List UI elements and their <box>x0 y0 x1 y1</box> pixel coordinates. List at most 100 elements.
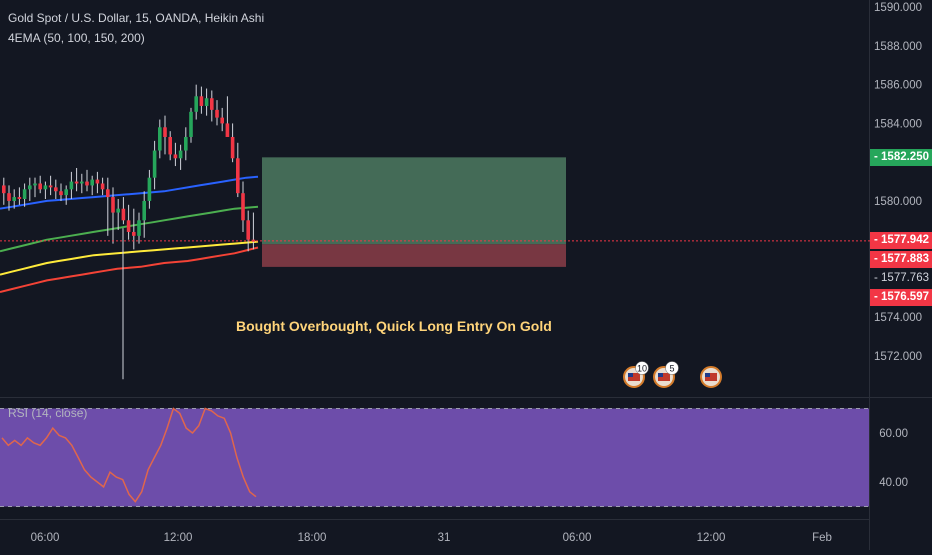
take-profit-price-tag: - 1582.250 <box>870 148 932 166</box>
candle <box>43 181 48 200</box>
candle <box>106 177 110 236</box>
symbol-title: Gold Spot / U.S. Dollar, 15, OANDA, Heik… <box>8 11 265 25</box>
candle-body <box>132 231 136 236</box>
candle <box>246 210 250 252</box>
candle-body <box>215 109 219 118</box>
candle-body <box>38 183 42 190</box>
candle-body <box>184 136 188 151</box>
candle <box>225 96 230 137</box>
candle-body <box>121 208 126 221</box>
candle-body <box>225 123 230 137</box>
candle <box>7 185 11 211</box>
candle-body <box>22 189 27 200</box>
ema-200-line <box>0 246 259 293</box>
last-price-tag: - 1577.942 <box>870 232 932 250</box>
flag-canton <box>628 373 633 377</box>
rsi-line <box>1 407 257 503</box>
price-axis-tick: 1580.000 <box>874 196 922 208</box>
candle <box>236 142 240 198</box>
flag-stripes <box>658 373 670 381</box>
candle-body <box>210 98 214 110</box>
time-axis-tick: Feb <box>812 532 832 544</box>
indicator-legend: 4EMA (50, 100, 150, 200) <box>8 31 145 45</box>
candle-body <box>116 208 120 213</box>
candles <box>2 84 256 380</box>
candle-body <box>17 197 22 200</box>
rsi-axis-tick: 40.00 <box>879 477 908 489</box>
entry-price-tag: - 1577.763 <box>870 270 932 288</box>
candle-body <box>2 185 6 194</box>
candle-body <box>69 181 74 190</box>
candle-body <box>173 154 178 159</box>
us-flag-event-icon[interactable] <box>700 366 722 388</box>
flag-stripes <box>628 373 640 381</box>
time-axis-tick: 18:00 <box>298 532 327 544</box>
candle-body <box>80 181 84 184</box>
time-axis-tick: 12:00 <box>164 532 193 544</box>
candle-body <box>147 177 152 201</box>
candle <box>59 183 63 201</box>
flag-canton <box>658 373 663 377</box>
candle <box>2 177 6 205</box>
price-axis-tick: 1588.000 <box>874 41 922 53</box>
candle-body <box>33 183 37 186</box>
time-axis-tick: 06:00 <box>31 532 60 544</box>
time-axis-tick: 06:00 <box>563 532 592 544</box>
candle <box>48 175 53 196</box>
ema-150-line <box>0 240 259 276</box>
event-badges: 10 5 <box>623 361 722 388</box>
price-axis-tick: 1574.000 <box>874 312 922 324</box>
us-flag-event-icon[interactable]: 10 <box>623 361 649 388</box>
candle-body <box>64 189 68 196</box>
rsi-band <box>0 408 869 507</box>
position-zones <box>262 157 566 267</box>
candle-body <box>142 200 146 221</box>
flag-canton <box>705 373 710 377</box>
candle-body <box>28 185 32 190</box>
candle <box>215 100 219 126</box>
candle <box>220 107 224 132</box>
candle-body <box>7 193 11 201</box>
candle-body <box>137 220 141 236</box>
candle <box>178 144 183 170</box>
candle <box>158 119 162 159</box>
candle <box>38 175 42 194</box>
rsi-legend: RSI (14, close) <box>8 406 88 420</box>
ema-50-line <box>0 175 259 210</box>
stop-loss-zone <box>262 244 566 267</box>
candle-body <box>152 150 157 178</box>
candle-body <box>106 189 110 198</box>
candle <box>90 175 94 196</box>
candle-body <box>85 181 89 186</box>
candle-body <box>246 220 250 240</box>
candle <box>132 208 136 250</box>
chart-annotation[interactable]: Bought Overbought, Quick Long Entry On G… <box>236 318 552 334</box>
candle-body <box>12 197 16 201</box>
candle-body <box>95 179 100 184</box>
candle-body <box>43 185 48 190</box>
time-axis-tick: 12:00 <box>697 532 726 544</box>
price-axis-tick: 1590.000 <box>874 2 922 14</box>
candle-body <box>100 183 105 190</box>
ema-price-tag: - 1577.883 <box>870 251 932 269</box>
candle <box>17 187 22 205</box>
candle-body <box>111 197 115 213</box>
candle-body <box>241 193 245 221</box>
candle <box>69 171 74 200</box>
candle <box>204 88 209 116</box>
candle <box>33 177 37 198</box>
candle <box>74 167 79 192</box>
price-axis-tick: 1586.000 <box>874 80 922 92</box>
candle-body <box>199 96 204 106</box>
candle <box>189 107 193 143</box>
candle-body <box>48 185 53 188</box>
candle <box>184 127 188 161</box>
take-profit-zone <box>262 157 566 245</box>
us-flag-event-icon[interactable]: 5 <box>653 361 679 388</box>
candle <box>194 84 198 120</box>
candle <box>199 86 204 114</box>
badge-count: 5 <box>669 364 674 374</box>
candle-body <box>168 136 172 155</box>
